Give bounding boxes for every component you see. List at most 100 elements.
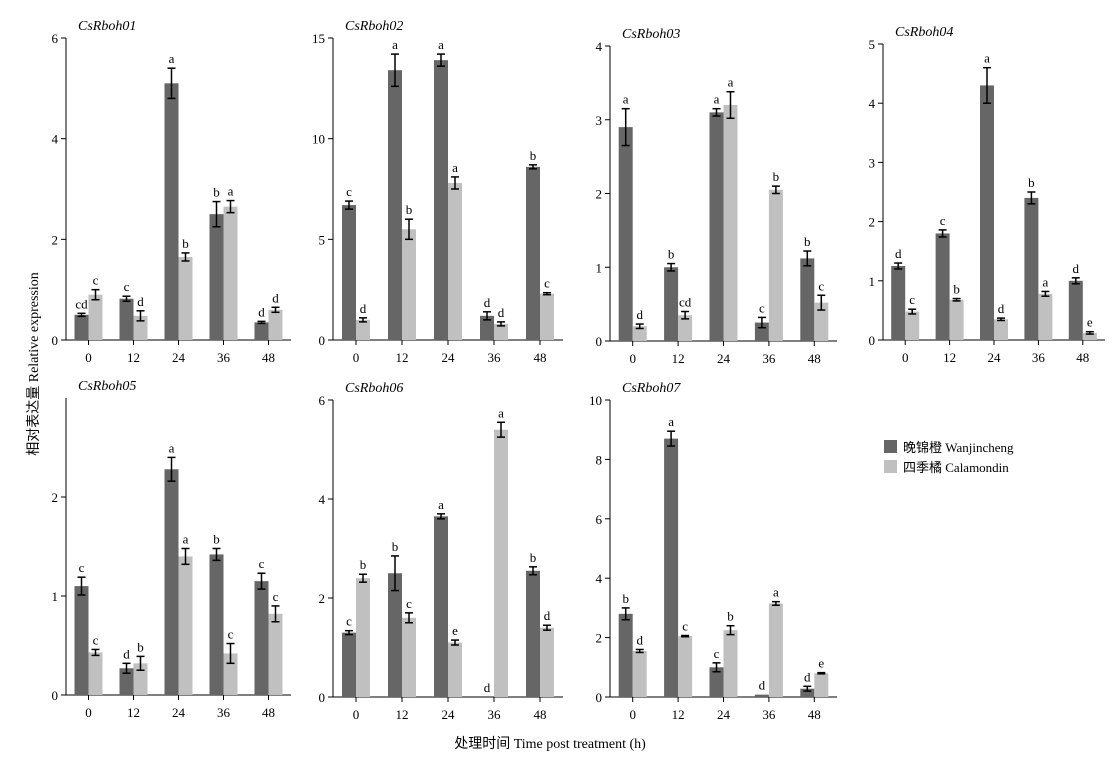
- x-tick-label: 36: [762, 351, 776, 366]
- bar-calamondin: [356, 319, 370, 340]
- x-axis-title: 处理时间 Time post treatment (h): [454, 736, 646, 752]
- significance-label: d: [636, 307, 643, 322]
- y-tick-label: 6: [319, 393, 326, 408]
- panel-title: CsRboh03: [622, 27, 680, 42]
- bar-wanjincheng: [480, 315, 494, 340]
- bar-wanjincheng: [434, 60, 448, 340]
- significance-label: c: [940, 213, 946, 228]
- significance-label: c: [346, 184, 352, 199]
- significance-label: b: [406, 202, 413, 217]
- significance-label: d: [137, 294, 144, 309]
- x-tick-label: 48: [262, 350, 275, 365]
- bar-wanjincheng: [388, 70, 402, 341]
- x-tick-label: 48: [534, 350, 547, 365]
- x-tick-label: 48: [808, 351, 821, 366]
- x-tick-label: 24: [988, 350, 1002, 365]
- legend-swatch: [884, 440, 897, 453]
- significance-label: c: [818, 278, 824, 293]
- bar-calamondin: [402, 617, 416, 697]
- legend-swatch: [884, 460, 897, 473]
- bar-calamondin: [448, 642, 462, 697]
- bar-calamondin: [356, 578, 370, 697]
- significance-label: a: [668, 414, 674, 429]
- bar-wanjincheng: [254, 322, 269, 340]
- y-tick-label: 3: [869, 155, 876, 170]
- significance-label: b: [213, 185, 220, 200]
- bar-wanjincheng: [254, 581, 269, 695]
- bar-wanjincheng: [209, 214, 224, 340]
- significance-label: a: [438, 497, 444, 512]
- y-tick-label: 0: [52, 688, 59, 703]
- bar-calamondin: [223, 206, 238, 340]
- significance-label: d: [360, 301, 367, 316]
- bar-calamondin: [768, 189, 783, 341]
- bar-calamondin: [540, 293, 554, 340]
- significance-label: c: [759, 300, 765, 315]
- significance-label: c: [228, 627, 234, 642]
- bar-calamondin: [88, 294, 103, 340]
- significance-label: b: [392, 539, 399, 554]
- significance-label: a: [452, 160, 458, 175]
- legend-label: 四季橘 Calamondin: [903, 460, 1009, 475]
- bar-calamondin: [540, 627, 554, 697]
- bar-wanjincheng: [119, 298, 134, 340]
- y-tick-label: 10: [589, 393, 602, 408]
- significance-label: b: [530, 550, 537, 565]
- y-tick-label: 2: [52, 490, 59, 505]
- bar-wanjincheng: [164, 83, 179, 341]
- significance-label: d: [258, 304, 265, 319]
- x-tick-label: 12: [127, 350, 140, 365]
- significance-label: b: [668, 247, 675, 262]
- significance-label: c: [93, 632, 99, 647]
- significance-label: d: [498, 305, 505, 320]
- bar-calamondin: [768, 603, 783, 697]
- significance-label: a: [623, 92, 629, 107]
- bar-calamondin: [814, 302, 829, 341]
- significance-label: cd: [75, 296, 88, 311]
- bar-calamondin: [494, 429, 508, 697]
- bar-wanjincheng: [935, 233, 950, 340]
- bar-wanjincheng: [388, 573, 402, 697]
- significance-label: b: [530, 148, 537, 163]
- y-tick-label: 2: [596, 631, 603, 646]
- significance-label: a: [169, 51, 175, 66]
- bar-calamondin: [814, 673, 829, 697]
- x-tick-label: 12: [127, 705, 140, 720]
- y-tick-label: 2: [319, 591, 326, 606]
- x-tick-label: 0: [353, 350, 360, 365]
- x-tick-label: 36: [488, 350, 502, 365]
- bar-calamondin: [949, 299, 964, 340]
- significance-label: b: [622, 591, 629, 606]
- y-tick-label: 4: [52, 132, 59, 147]
- bar-wanjincheng: [526, 570, 540, 697]
- significance-label: d: [759, 678, 766, 693]
- bar-calamondin: [632, 326, 647, 341]
- significance-label: b: [182, 236, 189, 251]
- bar-wanjincheng: [709, 667, 724, 697]
- y-tick-label: 15: [312, 31, 325, 46]
- significance-label: d: [484, 295, 491, 310]
- bar-wanjincheng: [618, 127, 633, 341]
- bar-calamondin: [678, 315, 693, 341]
- significance-label: a: [1043, 274, 1049, 289]
- x-tick-label: 24: [442, 707, 456, 722]
- x-tick-label: 24: [172, 350, 186, 365]
- significance-label: c: [714, 646, 720, 661]
- significance-label: a: [392, 37, 398, 52]
- bar-calamondin: [448, 182, 462, 340]
- y-tick-label: 5: [869, 37, 876, 52]
- bar-wanjincheng: [800, 258, 815, 341]
- bar-calamondin: [1082, 332, 1097, 340]
- bar-wanjincheng: [1024, 197, 1039, 340]
- significance-label: b: [213, 531, 220, 546]
- bar-wanjincheng: [119, 668, 134, 695]
- significance-label: c: [682, 619, 688, 634]
- significance-label: a: [183, 531, 189, 546]
- significance-label: c: [346, 614, 352, 629]
- bar-calamondin: [723, 630, 738, 697]
- bar-wanjincheng: [709, 112, 724, 341]
- significance-label: a: [498, 405, 504, 420]
